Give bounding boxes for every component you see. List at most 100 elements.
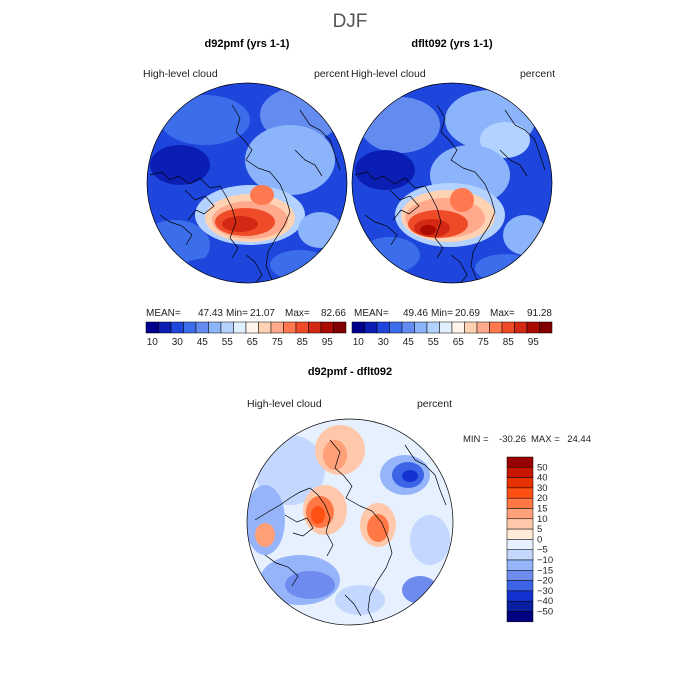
panel2-colorbar-swatch [464,321,478,334]
panel1-mean-label: MEAN= [146,308,181,319]
panel1-colorbar-tick-label: 10 [147,337,159,348]
panel3-colorbar-swatch [506,528,534,540]
panel3-colorbar-tick-label: 30 [537,483,548,494]
panel2-colorbar-swatch [526,321,540,334]
panel2-colorbar-swatch [426,321,440,334]
panel3-colorbar-swatch [506,611,534,623]
panel2-colorbar-swatch [364,321,378,334]
panel1-colorbar-swatch [320,321,334,334]
panel2-colorbar-swatch [414,321,428,334]
panel2-max-value: 91.28 [527,308,552,319]
panel1-map-border [146,82,348,284]
panel2-colorbar-tick-label: 65 [453,337,465,348]
figure-title: DJF [333,11,368,32]
panel1-max-label: Max= [285,308,310,319]
panel1-colorbar-swatch [158,321,172,334]
panel3-colorbar-tick-label: −15 [537,565,553,576]
panel2-colorbar-tick-label: 30 [378,337,390,348]
panel3-field-label: High-level cloud [247,398,322,410]
panel2-colorbar-swatch [489,321,503,334]
panel3-colorbar-tick-label: 0 [537,534,542,545]
panel2-stats: MEAN= 49.46 Min= 20.69 Max= 91.28 [354,308,552,319]
panel2-field-label: High-level cloud [351,68,426,80]
panel1-map [147,83,347,283]
panel1-colorbar-tick-label: 55 [222,337,234,348]
panel1-mean-value: 47.43 [198,308,223,319]
panel3-min-label: MIN = [463,434,489,445]
panel2-colorbar-tick-label: 10 [353,337,365,348]
panel3-colorbar-tick-label: −20 [537,576,553,587]
panel1-colorbar-swatch [183,321,197,334]
panel1-colorbar-swatch [270,321,284,334]
panel1-colorbar-tick-label: 95 [322,337,334,348]
panel1-colorbar-swatch [295,321,309,334]
panel2-colorbar-swatch [476,321,490,334]
panel3-colorbar-swatch [506,580,534,592]
panel2-max-label: Max= [490,308,515,319]
panel2-mean-value: 49.46 [403,308,428,319]
panel2-colorbar-tick-label: 45 [403,337,415,348]
panel1-colorbar-swatch [145,321,159,334]
panel3-colorbar-tick-label: −30 [537,586,553,597]
panel1-colorbar-swatch [195,321,209,334]
panel3-colorbar-swatch [506,477,534,489]
panel1-max-value: 82.66 [321,308,346,319]
panel3-colorbar-swatch [506,518,534,530]
panel1-min-label: Min= [226,308,248,319]
panel1-colorbar-tick-label: 45 [197,337,209,348]
panel3-colorbar-tick-label: 50 [537,462,548,473]
panel2-colorbar-swatch [351,321,365,334]
panel1-colorbar-tick-label: 85 [297,337,309,348]
panel3-title: d92pmf - dflt092 [308,366,392,378]
panel3-colorbar-swatch [506,497,534,509]
panel1-colorbar-swatch [170,321,184,334]
panel2-mean-label: MEAN= [354,308,389,319]
panel3-colorbar-tick-label: −5 [537,545,548,556]
panel3-colorbar-swatch [506,590,534,602]
panel3-colorbar-tick-label: 20 [537,493,548,504]
panel1-min-value: 21.07 [250,308,275,319]
panel1-colorbar-swatch [245,321,259,334]
panel1-colorbar-swatch [283,321,297,334]
panel3-colorbar-tick-label: 15 [537,504,548,515]
panel1-colorbar-swatch [333,321,347,334]
panel2-colorbar-swatch [389,321,403,334]
panel2-colorbar-tick-label: 55 [428,337,440,348]
panel2-colorbar: 10 30 45 55 65 75 85 95 [351,321,553,348]
panel2-colorbar-swatch [401,321,415,334]
panel2-colorbar-tick-label: 75 [478,337,490,348]
panel1-colorbar-tick-label: 30 [172,337,184,348]
panel3-colorbar-swatch [506,600,534,612]
panel3-colorbar-tick-label: −50 [537,607,553,618]
panel3-max-value: 24.44 [567,434,591,445]
panel3-colorbar-swatch [506,487,534,499]
panel3-colorbar-tick-label: 10 [537,514,548,525]
panel3-stats: MIN = -30.26 MAX = 24.44 [463,434,591,445]
panel3-units: percent [417,398,452,410]
panel2-colorbar-swatch [501,321,515,334]
panel2-colorbar-swatch [439,321,453,334]
panel3-colorbar-swatch [506,570,534,581]
panel1-field-label: High-level cloud [143,68,218,80]
panel3-colorbar-tick-label: −40 [537,596,553,607]
panel3-colorbar-swatch [506,539,534,550]
panel2-min-label: Min= [431,308,453,319]
panel2-map-border [351,82,553,284]
panel2-colorbar-swatch [376,321,390,334]
panel1-stats: MEAN= 47.43 Min= 21.07 Max= 82.66 [146,308,346,319]
panel3-colorbar-swatch [506,549,534,561]
panel1-colorbar-tick-label: 75 [272,337,284,348]
panel2-min-value: 20.69 [455,308,480,319]
panel2-colorbar-swatch [451,321,465,334]
panel3-map-border [246,418,454,626]
panel1-colorbar-swatch [308,321,322,334]
panel1-colorbar: 10 30 45 55 65 75 85 95 [145,321,347,348]
panel3-min-value: -30.26 [499,434,526,445]
panel2-title: dflt092 (yrs 1-1) [411,38,493,50]
panel1-colorbar-tick-label: 65 [247,337,259,348]
panel2-colorbar-tick-label: 85 [503,337,515,348]
panel2-units: percent [520,68,555,80]
panel3-colorbar-swatch [506,456,534,468]
panel1-colorbar-swatch [258,321,272,334]
